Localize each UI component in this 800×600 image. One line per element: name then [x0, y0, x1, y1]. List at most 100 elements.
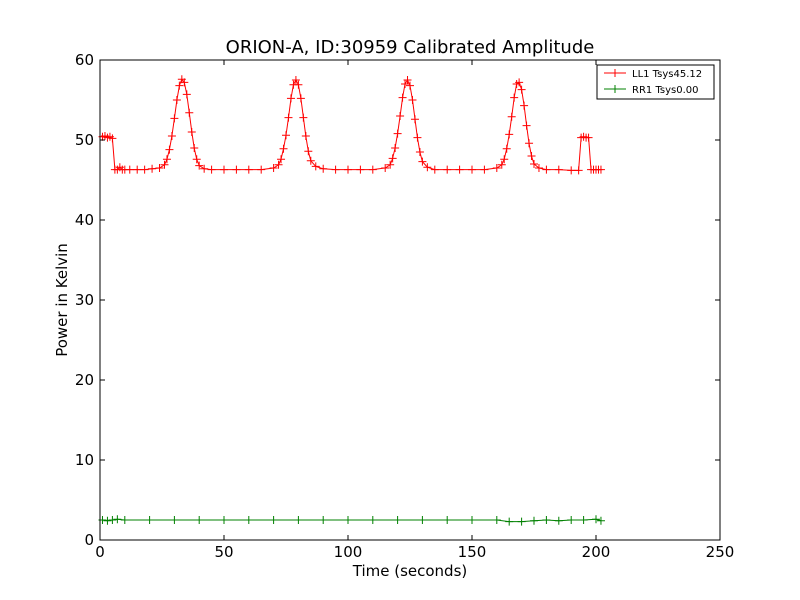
data-point — [413, 133, 422, 142]
chart-title: ORION-A, ID:30959 Calibrated Amplitude — [226, 37, 595, 58]
data-point — [527, 152, 536, 160]
legend-marker-rr1 — [611, 85, 619, 93]
y-tick-label: 0 — [84, 531, 94, 549]
data-point — [403, 76, 412, 84]
data-point — [103, 516, 112, 525]
data-point — [415, 148, 424, 156]
data-point — [344, 516, 352, 524]
data-point — [396, 112, 405, 120]
data-point — [301, 132, 310, 140]
data-point — [269, 516, 278, 524]
data-point — [108, 516, 117, 524]
data-point — [517, 85, 526, 94]
data-point — [284, 113, 293, 122]
axis-ticks: 0 50 100 150 200 250 0 10 20 30 40 50 60 — [75, 51, 734, 561]
data-point — [274, 160, 283, 169]
data-point — [505, 130, 514, 139]
data-point — [443, 165, 452, 174]
data-point — [596, 516, 605, 525]
data-point — [125, 165, 134, 174]
data-point — [574, 166, 583, 175]
x-tick-label: 100 — [334, 543, 363, 561]
data-point — [410, 115, 419, 124]
data-point — [480, 165, 489, 174]
data-point — [406, 81, 414, 90]
data-point — [108, 134, 117, 143]
data-point — [525, 139, 534, 148]
data-point — [172, 96, 181, 104]
data-point — [192, 155, 201, 164]
data-point — [170, 114, 179, 123]
data-point — [492, 516, 501, 524]
data-point — [515, 78, 524, 87]
x-tick-label: 250 — [706, 543, 735, 561]
data-point — [418, 157, 427, 166]
y-tick-label: 10 — [75, 451, 94, 469]
data-point — [286, 94, 295, 103]
data-point — [195, 161, 204, 170]
data-point — [319, 516, 328, 524]
data-point — [468, 516, 476, 524]
data-point — [542, 165, 551, 174]
data-point — [160, 160, 169, 169]
data-point — [423, 163, 432, 172]
x-tick-label: 150 — [458, 543, 487, 561]
data-point — [279, 144, 288, 153]
data-point — [443, 516, 452, 524]
data-point — [294, 80, 303, 89]
data-point — [554, 516, 563, 525]
data-point — [534, 164, 543, 172]
data-point — [455, 165, 464, 174]
data-point — [584, 133, 593, 142]
data-point — [296, 94, 305, 103]
legend-box — [596, 64, 715, 100]
data-point — [592, 515, 600, 524]
data-point — [517, 517, 526, 526]
data-point — [497, 160, 506, 169]
data-point — [368, 165, 377, 174]
data-point — [492, 164, 501, 172]
data-point — [294, 516, 303, 524]
data-point — [579, 516, 588, 524]
data-point — [505, 517, 514, 526]
data-point — [356, 165, 365, 174]
data-point — [468, 165, 476, 174]
data-point — [567, 516, 576, 524]
data-point — [113, 515, 122, 524]
data-point — [170, 516, 179, 524]
data-point — [311, 162, 320, 171]
data-point — [299, 113, 308, 122]
data-point — [520, 101, 529, 110]
legend: LL1 Tsys45.12 RR1 Tsys0.00 — [596, 64, 715, 100]
data-point — [133, 165, 142, 174]
data-point — [430, 165, 439, 174]
data-point — [182, 90, 191, 99]
data-point — [500, 155, 509, 164]
data-point — [167, 132, 176, 140]
data-point — [200, 164, 209, 173]
data-point — [398, 93, 407, 102]
legend-label-ll1: LL1 Tsys45.12 — [632, 69, 702, 80]
data-point — [207, 165, 216, 174]
data-point — [388, 154, 397, 163]
x-tick-label: 200 — [582, 543, 611, 561]
data-point — [408, 96, 417, 104]
y-tick-label: 50 — [75, 131, 94, 149]
data-point — [530, 516, 538, 525]
series-0 — [98, 75, 605, 175]
data-point — [530, 160, 538, 168]
x-tick-label: 0 — [95, 543, 105, 561]
data-point — [381, 164, 390, 172]
data-point — [244, 165, 253, 174]
data-point — [331, 165, 340, 174]
data-point — [391, 144, 400, 152]
data-point — [319, 164, 328, 173]
x-tick-label: 50 — [214, 543, 233, 561]
data-point — [291, 76, 300, 84]
legend-marker-ll1 — [611, 69, 619, 77]
data-point — [368, 516, 377, 524]
data-point — [306, 156, 315, 165]
data-point — [165, 145, 174, 154]
data-point — [277, 155, 286, 164]
